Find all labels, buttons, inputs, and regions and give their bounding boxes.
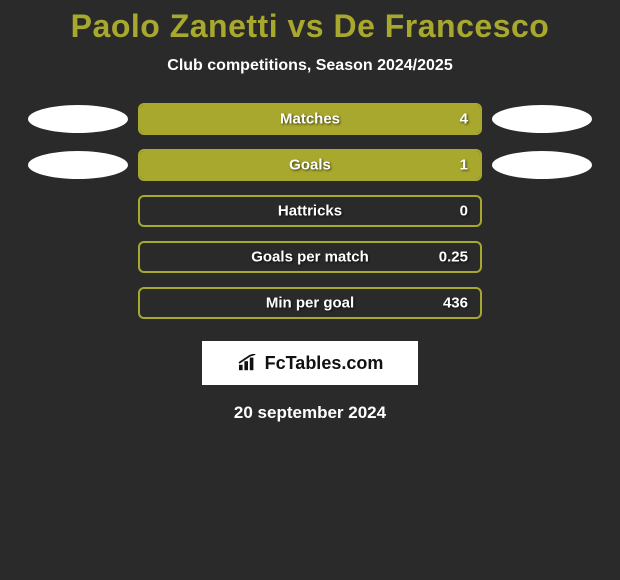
- stat-bars: Matches 4 Goals 1 Hattricks 0 Goals per match 0…: [138, 103, 482, 319]
- stat-bar: Goals per match 0.25: [138, 241, 482, 273]
- chart-icon: [237, 354, 259, 372]
- stat-bar-value: 436: [443, 295, 468, 312]
- logo-text: FcTables.com: [265, 353, 384, 374]
- stat-bar-value: 1: [460, 157, 468, 174]
- date-text: 20 september 2024: [0, 403, 620, 423]
- stat-bar: Min per goal 436: [138, 287, 482, 319]
- stat-bar-label: Min per goal: [266, 295, 354, 312]
- stat-bar: Goals 1: [138, 149, 482, 181]
- right-ellipse-column: [492, 103, 592, 179]
- stat-bar-value: 0: [460, 203, 468, 220]
- left-ellipse-column: [28, 103, 128, 179]
- player-ellipse: [492, 151, 592, 179]
- stat-bar-value: 4: [460, 111, 468, 128]
- player-ellipse: [28, 151, 128, 179]
- stat-bar-value: 0.25: [439, 249, 468, 266]
- stat-bar-label: Matches: [280, 111, 340, 128]
- stat-bar: Hattricks 0: [138, 195, 482, 227]
- stat-bar: Matches 4: [138, 103, 482, 135]
- stat-bar-label: Hattricks: [278, 203, 342, 220]
- page-title: Paolo Zanetti vs De Francesco: [0, 8, 620, 45]
- player-ellipse: [492, 105, 592, 133]
- stat-bar-label: Goals per match: [251, 249, 369, 266]
- player-ellipse: [28, 105, 128, 133]
- logo-box: FcTables.com: [202, 341, 418, 385]
- subtitle: Club competitions, Season 2024/2025: [0, 57, 620, 75]
- stats-area: Matches 4 Goals 1 Hattricks 0 Goals per match 0…: [0, 103, 620, 319]
- stat-bar-label: Goals: [289, 157, 331, 174]
